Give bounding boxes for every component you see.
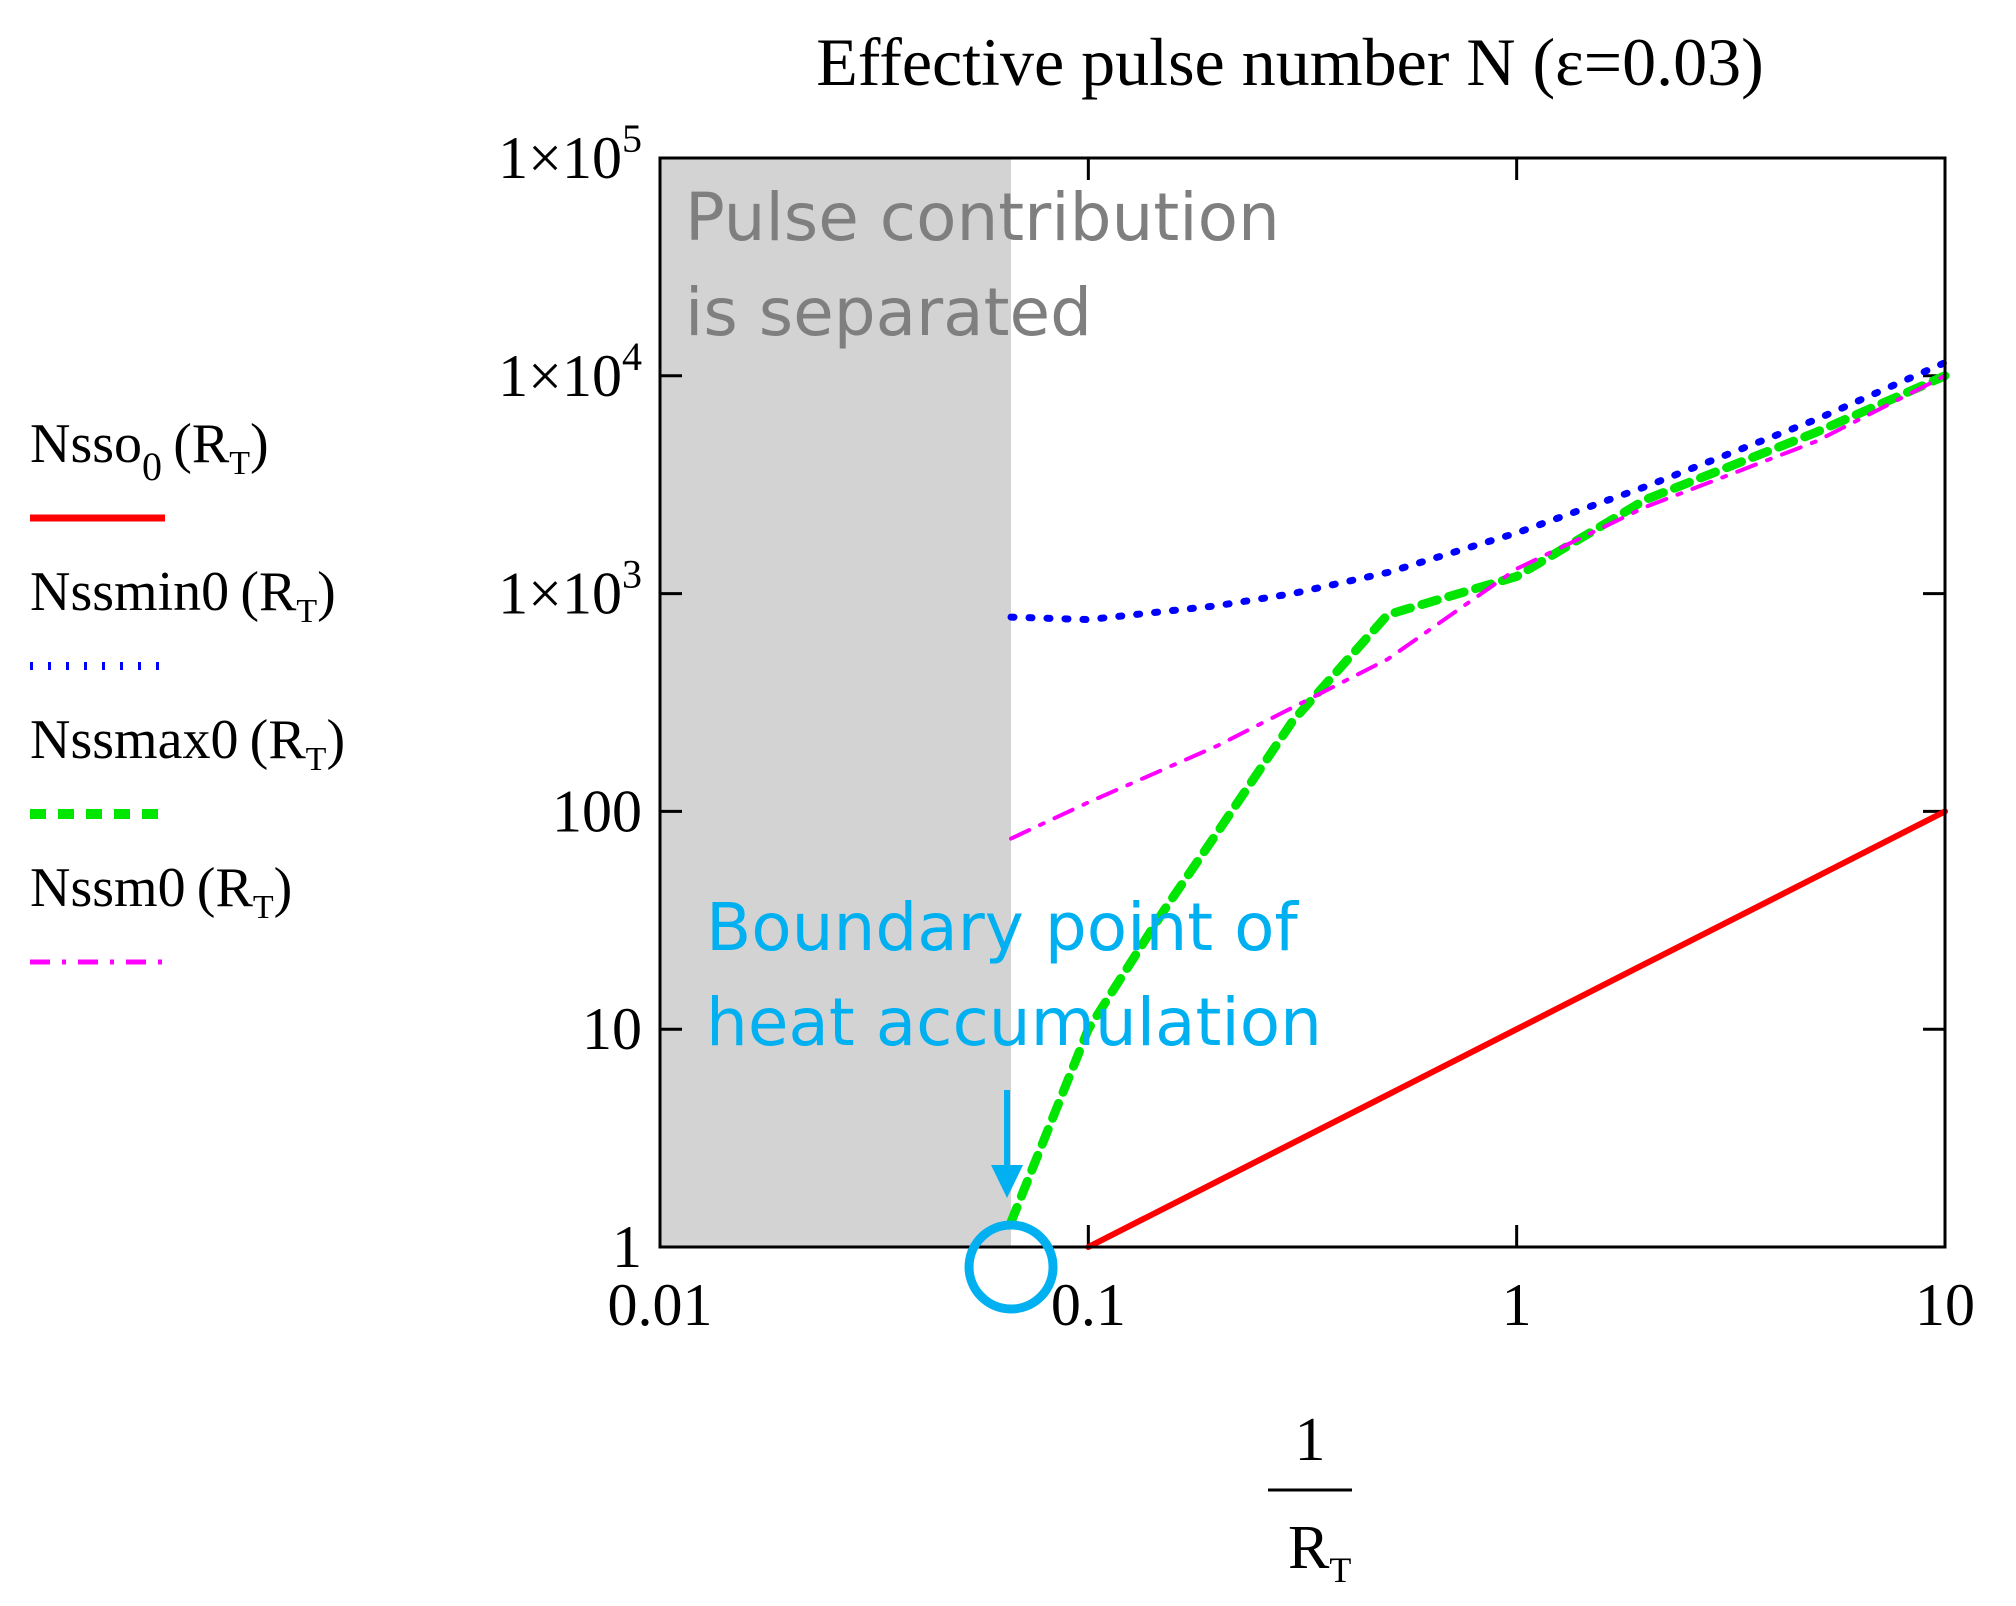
legend-label-Nssmin0: Nssmin0 (RT): [30, 561, 336, 630]
y-tick-label: 1: [612, 1214, 642, 1280]
shaded-region-label-line-2: is separated: [685, 274, 1092, 351]
y-tick-label: 10: [582, 996, 642, 1062]
legend-label-Nssmax0: Nssmax0 (RT): [30, 709, 345, 778]
y-tick-label: 1×104: [498, 334, 642, 409]
series-line-Nssmin0: [1007, 359, 1949, 624]
series-line-Nssmax0: [1006, 371, 1950, 1227]
legend-label-Nsso0: Nsso0 (RT): [30, 413, 269, 489]
annotation-arrow-head: [991, 1165, 1024, 1198]
x-tick-label: 0.1: [1051, 1272, 1126, 1338]
x-axis-label-subscript: T: [1329, 1550, 1351, 1590]
series-line-Nssm0: [1009, 373, 1947, 841]
annotation-label-line-1: Boundary point of: [706, 889, 1300, 966]
shaded-region: [660, 158, 1012, 1247]
shaded-region-label-line-1: Pulse contribution: [685, 179, 1280, 256]
boundary-point-marker: [964, 1220, 1058, 1314]
annotation-label-line-2: heat accumulation: [706, 984, 1322, 1061]
x-tick-label: 1: [1502, 1272, 1532, 1338]
chart-title: Effective pulse number N (ε=0.03): [816, 24, 1763, 100]
y-tick-labels: 1 10 100 1×103 1×104 1×105: [498, 116, 642, 1280]
y-tick-label: 1×103: [498, 552, 642, 627]
x-tick-labels: 0.01 0.1 1 10: [608, 1272, 1976, 1338]
x-tick-label: 10: [1915, 1272, 1975, 1338]
y-tick-label: 1×105: [498, 116, 642, 191]
plot-frame: [658, 156, 1947, 1249]
series-line-Nsso0: [1085, 808, 1948, 1250]
x-tick-label: 0.01: [608, 1272, 713, 1338]
series-layer: [1006, 359, 1950, 1250]
y-tick-label: 100: [552, 778, 642, 844]
x-axis-label-denominator: RT: [1288, 1514, 1351, 1590]
legend: Nsso0 (RT) Nssmin0 (RT) Nssmax0 (RT) Nssm0 …: [30, 413, 345, 965]
x-axis-label-numerator: 1: [1295, 1406, 1326, 1474]
legend-label-Nssm0: Nssm0 (RT): [30, 857, 292, 926]
